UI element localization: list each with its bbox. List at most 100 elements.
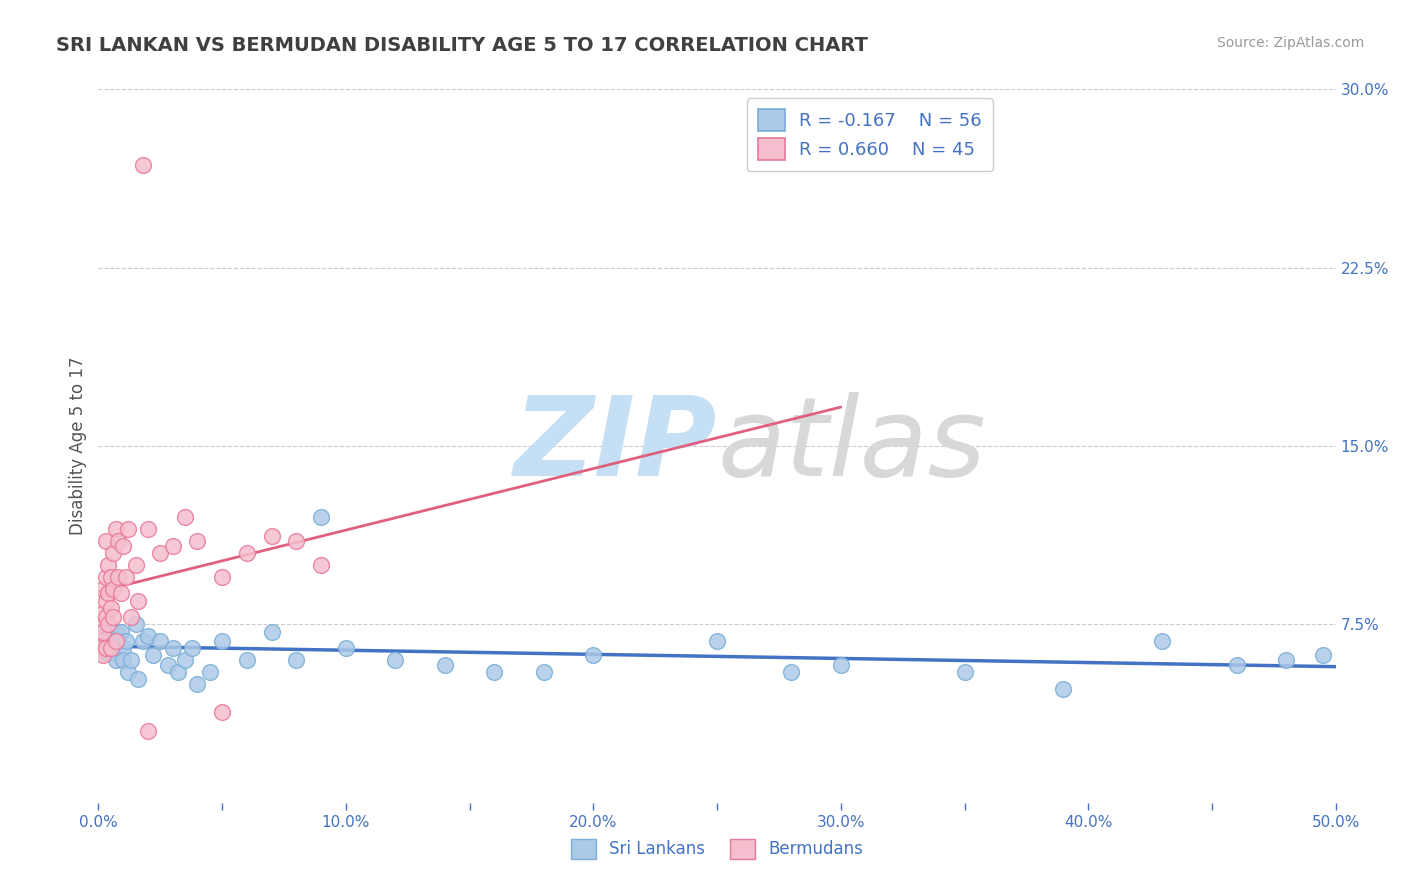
Text: Source: ZipAtlas.com: Source: ZipAtlas.com: [1216, 36, 1364, 50]
Point: [100, 641, 122, 656]
Point: [90, 641, 112, 656]
Point: [120, 653, 142, 667]
Point: [103, 582, 125, 596]
Point: [285, 534, 308, 549]
Point: [120, 610, 142, 624]
Point: [335, 641, 357, 656]
Point: [780, 665, 803, 679]
Point: [1312, 648, 1334, 663]
Text: SRI LANKAN VS BERMUDAN DISABILITY AGE 5 TO 17 CORRELATION CHART: SRI LANKAN VS BERMUDAN DISABILITY AGE 5 …: [56, 36, 868, 54]
Point: [94, 593, 117, 607]
Legend: Sri Lankans, Bermudans: Sri Lankans, Bermudans: [564, 832, 870, 866]
Point: [107, 634, 129, 648]
Point: [112, 641, 135, 656]
Point: [103, 641, 125, 656]
Point: [136, 724, 159, 739]
Point: [93, 606, 115, 620]
Point: [90, 634, 112, 648]
Point: [132, 634, 155, 648]
Point: [100, 634, 122, 648]
Point: [830, 657, 852, 672]
Point: [97, 629, 120, 643]
Point: [174, 510, 197, 524]
Point: [953, 665, 976, 679]
Point: [94, 646, 117, 660]
Point: [94, 639, 117, 653]
Point: [285, 653, 308, 667]
Point: [93, 648, 115, 663]
Point: [104, 634, 127, 648]
Point: [97, 636, 120, 650]
Point: [181, 641, 204, 656]
Point: [384, 653, 406, 667]
Point: [107, 534, 129, 549]
Point: [211, 634, 233, 648]
Point: [114, 634, 136, 648]
Point: [142, 648, 165, 663]
Point: [110, 624, 132, 639]
Point: [149, 634, 172, 648]
Point: [90, 617, 112, 632]
Point: [127, 593, 149, 607]
Point: [93, 624, 115, 639]
Point: [97, 558, 120, 572]
Point: [166, 665, 188, 679]
Point: [97, 617, 120, 632]
Point: [117, 522, 139, 536]
Point: [90, 634, 112, 648]
Point: [1275, 653, 1298, 667]
Point: [186, 534, 208, 549]
Point: [107, 570, 129, 584]
Point: [132, 158, 155, 172]
Point: [94, 622, 117, 636]
Point: [94, 610, 117, 624]
Point: [186, 677, 208, 691]
Point: [114, 570, 136, 584]
Point: [236, 546, 259, 560]
Point: [484, 665, 506, 679]
Point: [198, 665, 221, 679]
Point: [90, 624, 112, 639]
Point: [93, 641, 115, 656]
Point: [309, 510, 332, 524]
Point: [104, 624, 127, 639]
Point: [149, 546, 172, 560]
Point: [127, 672, 149, 686]
Point: [103, 636, 125, 650]
Point: [124, 558, 146, 572]
Point: [94, 570, 117, 584]
Point: [112, 539, 135, 553]
Point: [104, 653, 127, 667]
Point: [706, 634, 728, 648]
Text: atlas: atlas: [717, 392, 986, 500]
Point: [162, 539, 184, 553]
Point: [93, 582, 115, 596]
Text: ZIP: ZIP: [513, 392, 717, 500]
Point: [162, 641, 184, 656]
Point: [93, 629, 115, 643]
Point: [100, 624, 122, 639]
Point: [1152, 634, 1174, 648]
Point: [211, 706, 233, 720]
Point: [156, 657, 179, 672]
Point: [174, 653, 197, 667]
Point: [260, 529, 283, 543]
Point: [117, 665, 139, 679]
Point: [136, 629, 159, 643]
Point: [97, 586, 120, 600]
Point: [582, 648, 605, 663]
Point: [103, 610, 125, 624]
Point: [94, 534, 117, 549]
Point: [103, 546, 125, 560]
Point: [100, 570, 122, 584]
Point: [112, 653, 135, 667]
Point: [136, 522, 159, 536]
Point: [309, 558, 332, 572]
Point: [104, 522, 127, 536]
Point: [211, 570, 233, 584]
Point: [433, 657, 456, 672]
Point: [1052, 681, 1074, 696]
Point: [94, 641, 117, 656]
Point: [260, 624, 283, 639]
Point: [100, 600, 122, 615]
